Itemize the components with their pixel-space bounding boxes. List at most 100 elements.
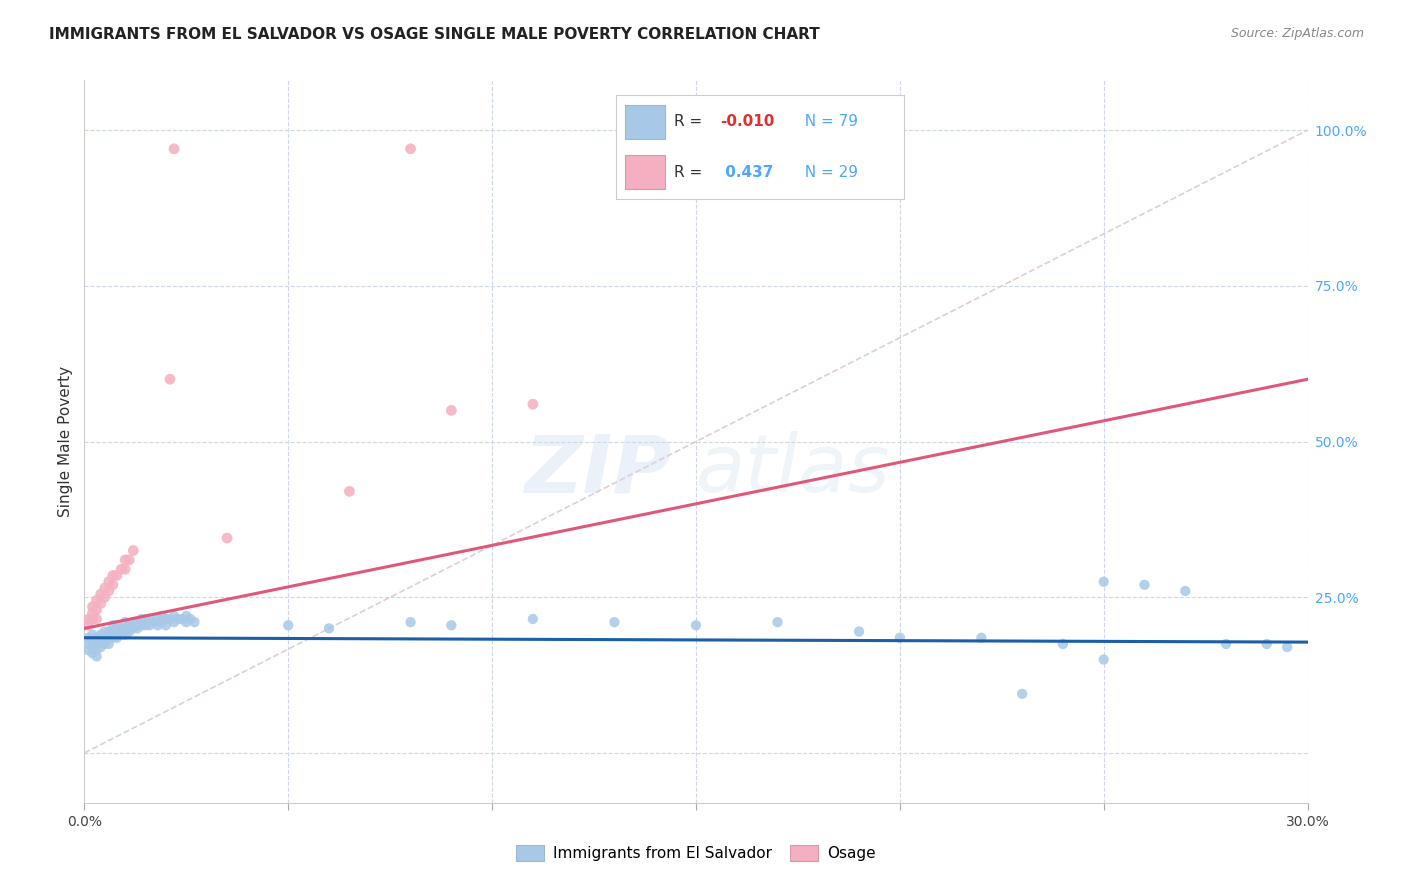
Point bbox=[105, 568, 128, 582]
Point bbox=[339, 484, 361, 499]
Point bbox=[122, 615, 145, 630]
Point bbox=[122, 543, 145, 558]
Point bbox=[114, 615, 136, 630]
Point bbox=[101, 578, 124, 592]
Point bbox=[146, 618, 169, 632]
Point bbox=[114, 553, 136, 567]
Point bbox=[105, 631, 128, 645]
Text: ZIP: ZIP bbox=[524, 432, 672, 509]
Point bbox=[77, 643, 100, 657]
Point bbox=[90, 597, 112, 611]
Point bbox=[101, 631, 124, 645]
Point bbox=[105, 618, 128, 632]
Point bbox=[159, 612, 181, 626]
Text: Source: ZipAtlas.com: Source: ZipAtlas.com bbox=[1230, 27, 1364, 40]
Point bbox=[93, 581, 115, 595]
Point bbox=[97, 637, 120, 651]
Point bbox=[86, 593, 108, 607]
Point bbox=[522, 612, 544, 626]
Point bbox=[135, 618, 157, 632]
Point bbox=[86, 631, 108, 645]
Point bbox=[440, 403, 463, 417]
Point bbox=[685, 618, 707, 632]
Point bbox=[150, 609, 173, 624]
Point bbox=[1092, 652, 1115, 666]
Point bbox=[86, 612, 108, 626]
Point bbox=[110, 562, 132, 576]
Point bbox=[86, 643, 108, 657]
Point bbox=[142, 615, 165, 630]
Point bbox=[86, 649, 108, 664]
Point bbox=[766, 615, 789, 630]
Point bbox=[90, 627, 112, 641]
Point bbox=[114, 562, 136, 576]
Point bbox=[318, 621, 340, 635]
Point bbox=[127, 621, 149, 635]
Point bbox=[90, 640, 112, 654]
Point bbox=[277, 618, 299, 632]
Point bbox=[889, 631, 911, 645]
Point bbox=[167, 612, 190, 626]
Point bbox=[440, 618, 463, 632]
Point bbox=[118, 624, 141, 639]
Point bbox=[101, 624, 124, 639]
Point bbox=[77, 631, 100, 645]
Point bbox=[138, 612, 160, 626]
Point bbox=[1215, 637, 1237, 651]
Point bbox=[97, 584, 120, 599]
Point bbox=[155, 612, 177, 626]
Point bbox=[93, 591, 115, 605]
Point bbox=[179, 612, 201, 626]
Point bbox=[114, 621, 136, 635]
Text: atlas: atlas bbox=[696, 432, 891, 509]
Point bbox=[105, 624, 128, 639]
Legend: Immigrants from El Salvador, Osage: Immigrants from El Salvador, Osage bbox=[510, 839, 882, 867]
Point bbox=[77, 637, 100, 651]
Point bbox=[93, 631, 115, 645]
Point bbox=[118, 553, 141, 567]
Point bbox=[163, 609, 186, 624]
Point bbox=[1092, 574, 1115, 589]
Point bbox=[82, 606, 104, 620]
Point bbox=[131, 618, 153, 632]
Text: IMMIGRANTS FROM EL SALVADOR VS OSAGE SINGLE MALE POVERTY CORRELATION CHART: IMMIGRANTS FROM EL SALVADOR VS OSAGE SIN… bbox=[49, 27, 820, 42]
Point bbox=[172, 612, 194, 626]
Point bbox=[101, 568, 124, 582]
Point bbox=[127, 615, 149, 630]
Point bbox=[1256, 637, 1278, 651]
Point bbox=[138, 618, 160, 632]
Point bbox=[1277, 640, 1299, 654]
Point bbox=[122, 621, 145, 635]
Point bbox=[155, 618, 177, 632]
Point bbox=[110, 621, 132, 635]
Point bbox=[97, 631, 120, 645]
Point bbox=[97, 574, 120, 589]
Point bbox=[82, 599, 104, 614]
Point bbox=[183, 615, 205, 630]
Point bbox=[174, 609, 197, 624]
Point bbox=[970, 631, 993, 645]
Point bbox=[77, 618, 100, 632]
Point bbox=[163, 615, 186, 630]
Point bbox=[114, 627, 136, 641]
Point bbox=[82, 633, 104, 648]
Point bbox=[93, 624, 115, 639]
Point bbox=[163, 142, 186, 156]
Point bbox=[1133, 578, 1156, 592]
Point bbox=[135, 612, 157, 626]
Point bbox=[848, 624, 870, 639]
Point bbox=[159, 372, 181, 386]
Point bbox=[77, 612, 100, 626]
Point bbox=[522, 397, 544, 411]
Point bbox=[1011, 687, 1033, 701]
Point bbox=[217, 531, 239, 545]
Point bbox=[82, 612, 104, 626]
Y-axis label: Single Male Poverty: Single Male Poverty bbox=[58, 366, 73, 517]
Point bbox=[101, 618, 124, 632]
Point bbox=[1052, 637, 1074, 651]
Point bbox=[150, 615, 173, 630]
Point bbox=[174, 615, 197, 630]
Point bbox=[118, 618, 141, 632]
Point bbox=[399, 615, 422, 630]
Point bbox=[603, 615, 626, 630]
